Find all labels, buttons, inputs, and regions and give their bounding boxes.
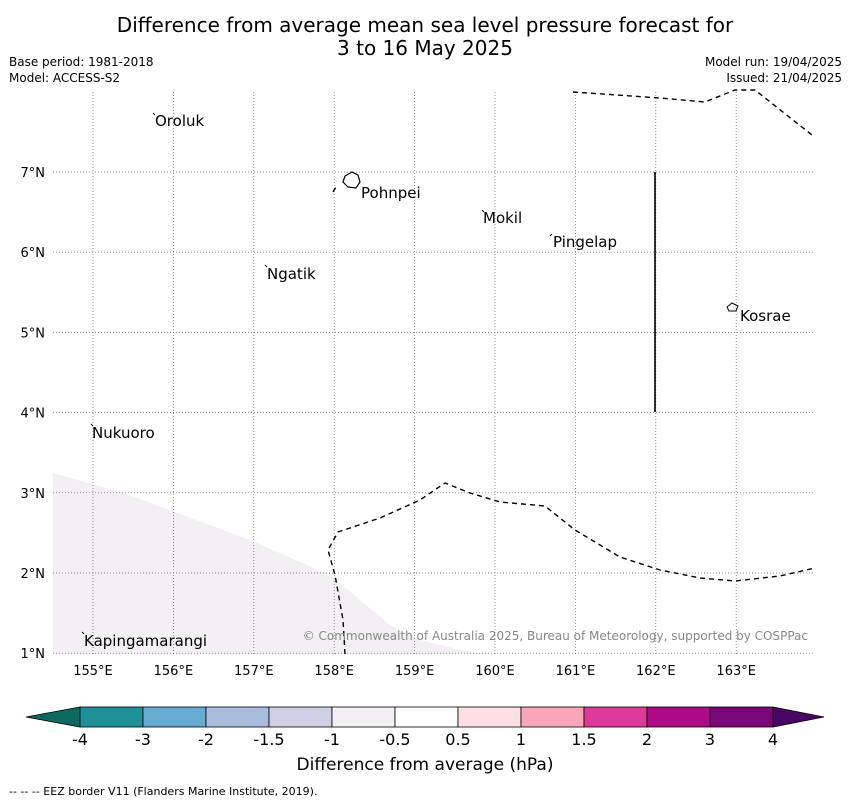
meta-left: Base period: 1981-2018 Model: ACCESS-S2 xyxy=(9,54,154,86)
title-line-1: Difference from average mean sea level p… xyxy=(116,13,734,37)
issued-date: Issued: 21/04/2025 xyxy=(726,71,842,85)
lat-tick-label: 5°N xyxy=(21,326,46,341)
colorbar-segment xyxy=(268,706,333,728)
kosrae-island xyxy=(726,302,739,312)
map-title: Difference from average mean sea level p… xyxy=(0,14,850,60)
colorbar-tick-label: 2 xyxy=(642,730,652,749)
pingelap-mark xyxy=(549,233,553,237)
colorbar-tick-label: -1 xyxy=(324,730,340,749)
place-label: Oroluk xyxy=(155,112,204,130)
colorbar-tick-label: -2 xyxy=(198,730,214,749)
colorbar-segment xyxy=(709,706,774,728)
place-label: Kosrae xyxy=(740,307,791,325)
colorbar xyxy=(25,706,825,728)
colorbar-tick-label: 0.5 xyxy=(445,730,470,749)
pohnpei-island xyxy=(342,171,361,189)
lon-tick-label: 156°E xyxy=(154,664,194,679)
eez-footnote: -- -- -- EEZ border V11 (Flanders Marine… xyxy=(9,785,318,798)
place-label: Pohnpei xyxy=(361,184,421,202)
oroluk-mark xyxy=(152,112,156,116)
lon-tick-label: 160°E xyxy=(475,664,515,679)
model-run: Model run: 19/04/2025 xyxy=(704,55,842,69)
colorbar-segment xyxy=(205,706,270,728)
colorbar-tick-label: -4 xyxy=(72,730,88,749)
lat-tick-label: 3°N xyxy=(21,487,46,502)
mokil-mark xyxy=(481,209,485,213)
colorbar-segment xyxy=(520,706,585,728)
place-label: Pingelap xyxy=(553,233,617,251)
lat-tick-label: 6°N xyxy=(21,246,46,261)
nukuoro-mark xyxy=(90,423,94,427)
colorbar-segment xyxy=(331,706,396,728)
anomaly-shade xyxy=(53,473,490,654)
colorbar-tick-label: -1.5 xyxy=(253,730,284,749)
colorbar-segment xyxy=(142,706,207,728)
lon-tick-label: 161°E xyxy=(556,664,596,679)
colorbar-tick-label: 3 xyxy=(705,730,715,749)
place-label: Nukuoro xyxy=(92,424,155,442)
colorbar-segment xyxy=(79,706,144,728)
eez-borders xyxy=(327,89,816,655)
ngatik-mark xyxy=(264,264,268,268)
copyright-text: © Commonwealth of Australia 2025, Bureau… xyxy=(303,629,808,643)
lon-tick-label: 158°E xyxy=(314,664,354,679)
lon-tick-label: 159°E xyxy=(395,664,435,679)
place-label: Ngatik xyxy=(267,265,316,283)
lat-tick-label: 7°N xyxy=(21,166,46,181)
place-label: Mokil xyxy=(483,209,522,227)
lon-tick-label: 157°E xyxy=(234,664,274,679)
colorbar-segment xyxy=(394,706,459,728)
lon-tick-label: 163°E xyxy=(716,664,756,679)
lon-tick-label: 162°E xyxy=(636,664,676,679)
eez-border-south xyxy=(327,482,816,655)
colorbar-over-arrow xyxy=(772,706,825,728)
base-period: Base period: 1981-2018 xyxy=(9,55,154,69)
lon-tick-label: 155°E xyxy=(73,664,113,679)
eez-border-north xyxy=(572,89,813,136)
colorbar-tick-label: -3 xyxy=(135,730,151,749)
place-label: Kapingamarangi xyxy=(84,632,207,650)
graticule xyxy=(53,92,815,654)
lat-tick-label: 2°N xyxy=(21,567,46,582)
colorbar-segment xyxy=(583,706,648,728)
colorbar-tick-label: 1.5 xyxy=(571,730,596,749)
colorbar-title: Difference from average (hPa) xyxy=(296,755,554,775)
colorbar-segment xyxy=(457,706,522,728)
colorbar-tick-label: 1 xyxy=(516,730,526,749)
lat-tick-label: 4°N xyxy=(21,407,46,422)
colorbar-segment xyxy=(646,706,711,728)
title-line-2: 3 to 16 May 2025 xyxy=(337,36,513,60)
colorbar-tick-label: 4 xyxy=(768,730,778,749)
kapingamarangi-mark xyxy=(81,631,85,635)
model-name: Model: ACCESS-S2 xyxy=(9,71,121,85)
colorbar-tick-label: -0.5 xyxy=(379,730,410,749)
eez-border-pohnpei xyxy=(332,186,337,193)
atoll-marks xyxy=(81,112,553,635)
meta-right: Model run: 19/04/2025 Issued: 21/04/2025 xyxy=(705,54,842,86)
lat-tick-label: 1°N xyxy=(21,647,46,662)
colorbar-under-arrow xyxy=(25,706,81,728)
